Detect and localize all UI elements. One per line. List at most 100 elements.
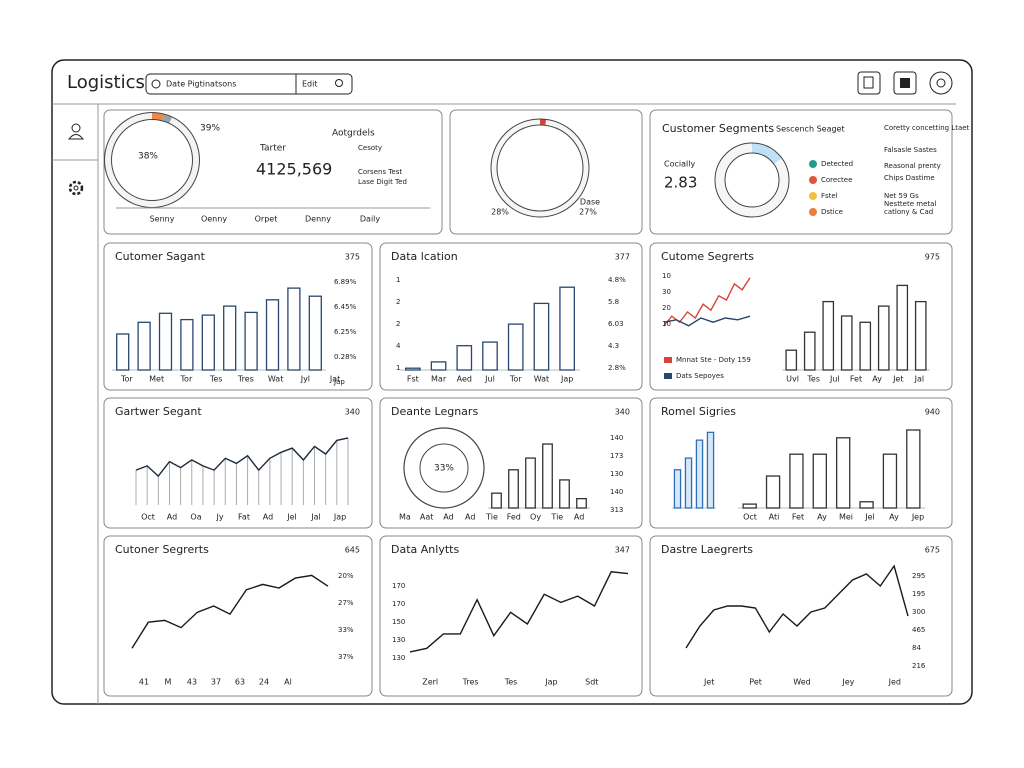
x-tick-label: Oa: [190, 513, 201, 522]
side-label: 6.25%: [334, 328, 357, 336]
card-title: Cutoner Segrerts: [115, 543, 209, 556]
x-tick-label: Jal: [310, 513, 320, 522]
x-tick-label: Uvl: [786, 375, 799, 384]
search-button[interactable]: Edit: [302, 80, 318, 89]
settings-icon[interactable]: [68, 180, 84, 196]
left-label: 10: [662, 320, 671, 328]
card-title: Dastre Laegrerts: [661, 543, 753, 556]
x-tick-label: Jap: [560, 375, 573, 384]
x-tick-label: Mei: [839, 513, 853, 522]
x-tick-label: 37: [211, 678, 221, 687]
side-label: 216: [912, 662, 926, 670]
x-tick-label: Ati: [769, 513, 780, 522]
side-label: 300: [912, 608, 925, 616]
x-tick-label: Oct: [743, 513, 757, 522]
icon-glyph: [863, 76, 874, 89]
x-tick-label: Senny: [150, 215, 175, 224]
x-tick-label: Wed: [793, 678, 810, 687]
annotation: 33%: [434, 464, 454, 474]
bar: [158, 312, 173, 371]
pie-slice: [491, 119, 589, 217]
bar: [507, 323, 524, 371]
annotation: 38%: [138, 152, 158, 162]
side-label: 37%: [338, 653, 354, 661]
side-label: 173: [610, 452, 623, 460]
card-title: Romel Sigries: [661, 405, 736, 418]
card: [103, 535, 373, 697]
x-tick-label: Tres: [462, 678, 479, 687]
x-tick-label: Jyl: [300, 375, 310, 384]
legend-label: Corectee: [821, 176, 852, 184]
bar: [822, 300, 835, 371]
card-title: Data lcation: [391, 250, 458, 263]
bar: [456, 345, 473, 371]
side-label: 313: [610, 506, 623, 514]
x-tick-label: Pet: [749, 678, 762, 687]
donut-ring: [403, 427, 485, 509]
x-tick-label: Tie: [550, 513, 563, 522]
card: [649, 535, 953, 697]
bar: [673, 469, 682, 509]
search-go-icon[interactable]: [335, 79, 343, 87]
card: [379, 397, 643, 529]
bar: [244, 311, 258, 371]
legend-swatch: [664, 357, 672, 363]
x-tick-label: Ad: [263, 513, 273, 522]
x-tick-label: Al: [284, 678, 292, 687]
legend-swatch: [809, 208, 817, 216]
bar: [859, 321, 872, 371]
x-tick-label: Fet: [792, 513, 804, 522]
bar: [533, 302, 550, 371]
x-tick-label: Jy: [215, 513, 223, 522]
card-title: Customer Segments: [662, 122, 774, 135]
bar: [896, 284, 909, 371]
annotation: Nesttete metal: [884, 200, 936, 208]
x-tick-label: Tie: [485, 513, 498, 522]
ring-edge: [714, 142, 790, 218]
profile-button[interactable]: [929, 71, 953, 95]
x-tick-label: Daily: [360, 215, 381, 224]
side-label: 465: [912, 626, 925, 634]
bar: [405, 367, 421, 371]
line-series: [663, 315, 751, 327]
card: [649, 242, 953, 391]
bar: [812, 453, 828, 509]
x-tick-label: Fed: [507, 513, 521, 522]
left-label: 170: [392, 600, 405, 608]
card-title: Deante Legnars: [391, 405, 478, 418]
annotation: Coretty concetting Ltaet: [884, 124, 970, 132]
x-tick-label: Wat: [268, 375, 283, 384]
legend-label: Dstice: [821, 208, 843, 216]
left-label: 130: [392, 636, 405, 644]
x-tick-label: Tes: [806, 375, 820, 384]
side-label: 27%: [338, 599, 354, 607]
x-tick-label: Jul: [829, 375, 840, 384]
search-box[interactable]: [145, 73, 353, 95]
legend-swatch: [664, 373, 672, 379]
annotation: catlony & Cad: [884, 208, 933, 216]
legend-label: Fstel: [821, 192, 838, 200]
user-icon[interactable]: [71, 123, 81, 133]
card-title: Gartwer Segant: [115, 405, 202, 418]
left-label: 30: [662, 288, 671, 296]
bar: [765, 475, 781, 509]
x-tick-label: Sdt: [585, 678, 598, 687]
side-label: 195: [912, 590, 925, 598]
card-badge: 340: [615, 408, 630, 417]
bar: [882, 453, 898, 509]
icon-button[interactable]: [857, 71, 881, 95]
bar: [525, 457, 536, 509]
bar: [508, 469, 519, 509]
card: [449, 109, 643, 235]
bar: [695, 439, 704, 509]
x-tick-label: Jel: [286, 513, 297, 522]
x-tick-label: Oenny: [201, 215, 227, 224]
x-tick-label: Fst: [407, 375, 419, 384]
icon-glyph: [900, 78, 910, 88]
annotation: 28%: [491, 208, 509, 217]
bar: [840, 315, 853, 371]
bar: [576, 497, 587, 509]
left-label: 20: [662, 304, 671, 312]
search-placeholder: Date Pigtinatsons: [166, 80, 236, 89]
